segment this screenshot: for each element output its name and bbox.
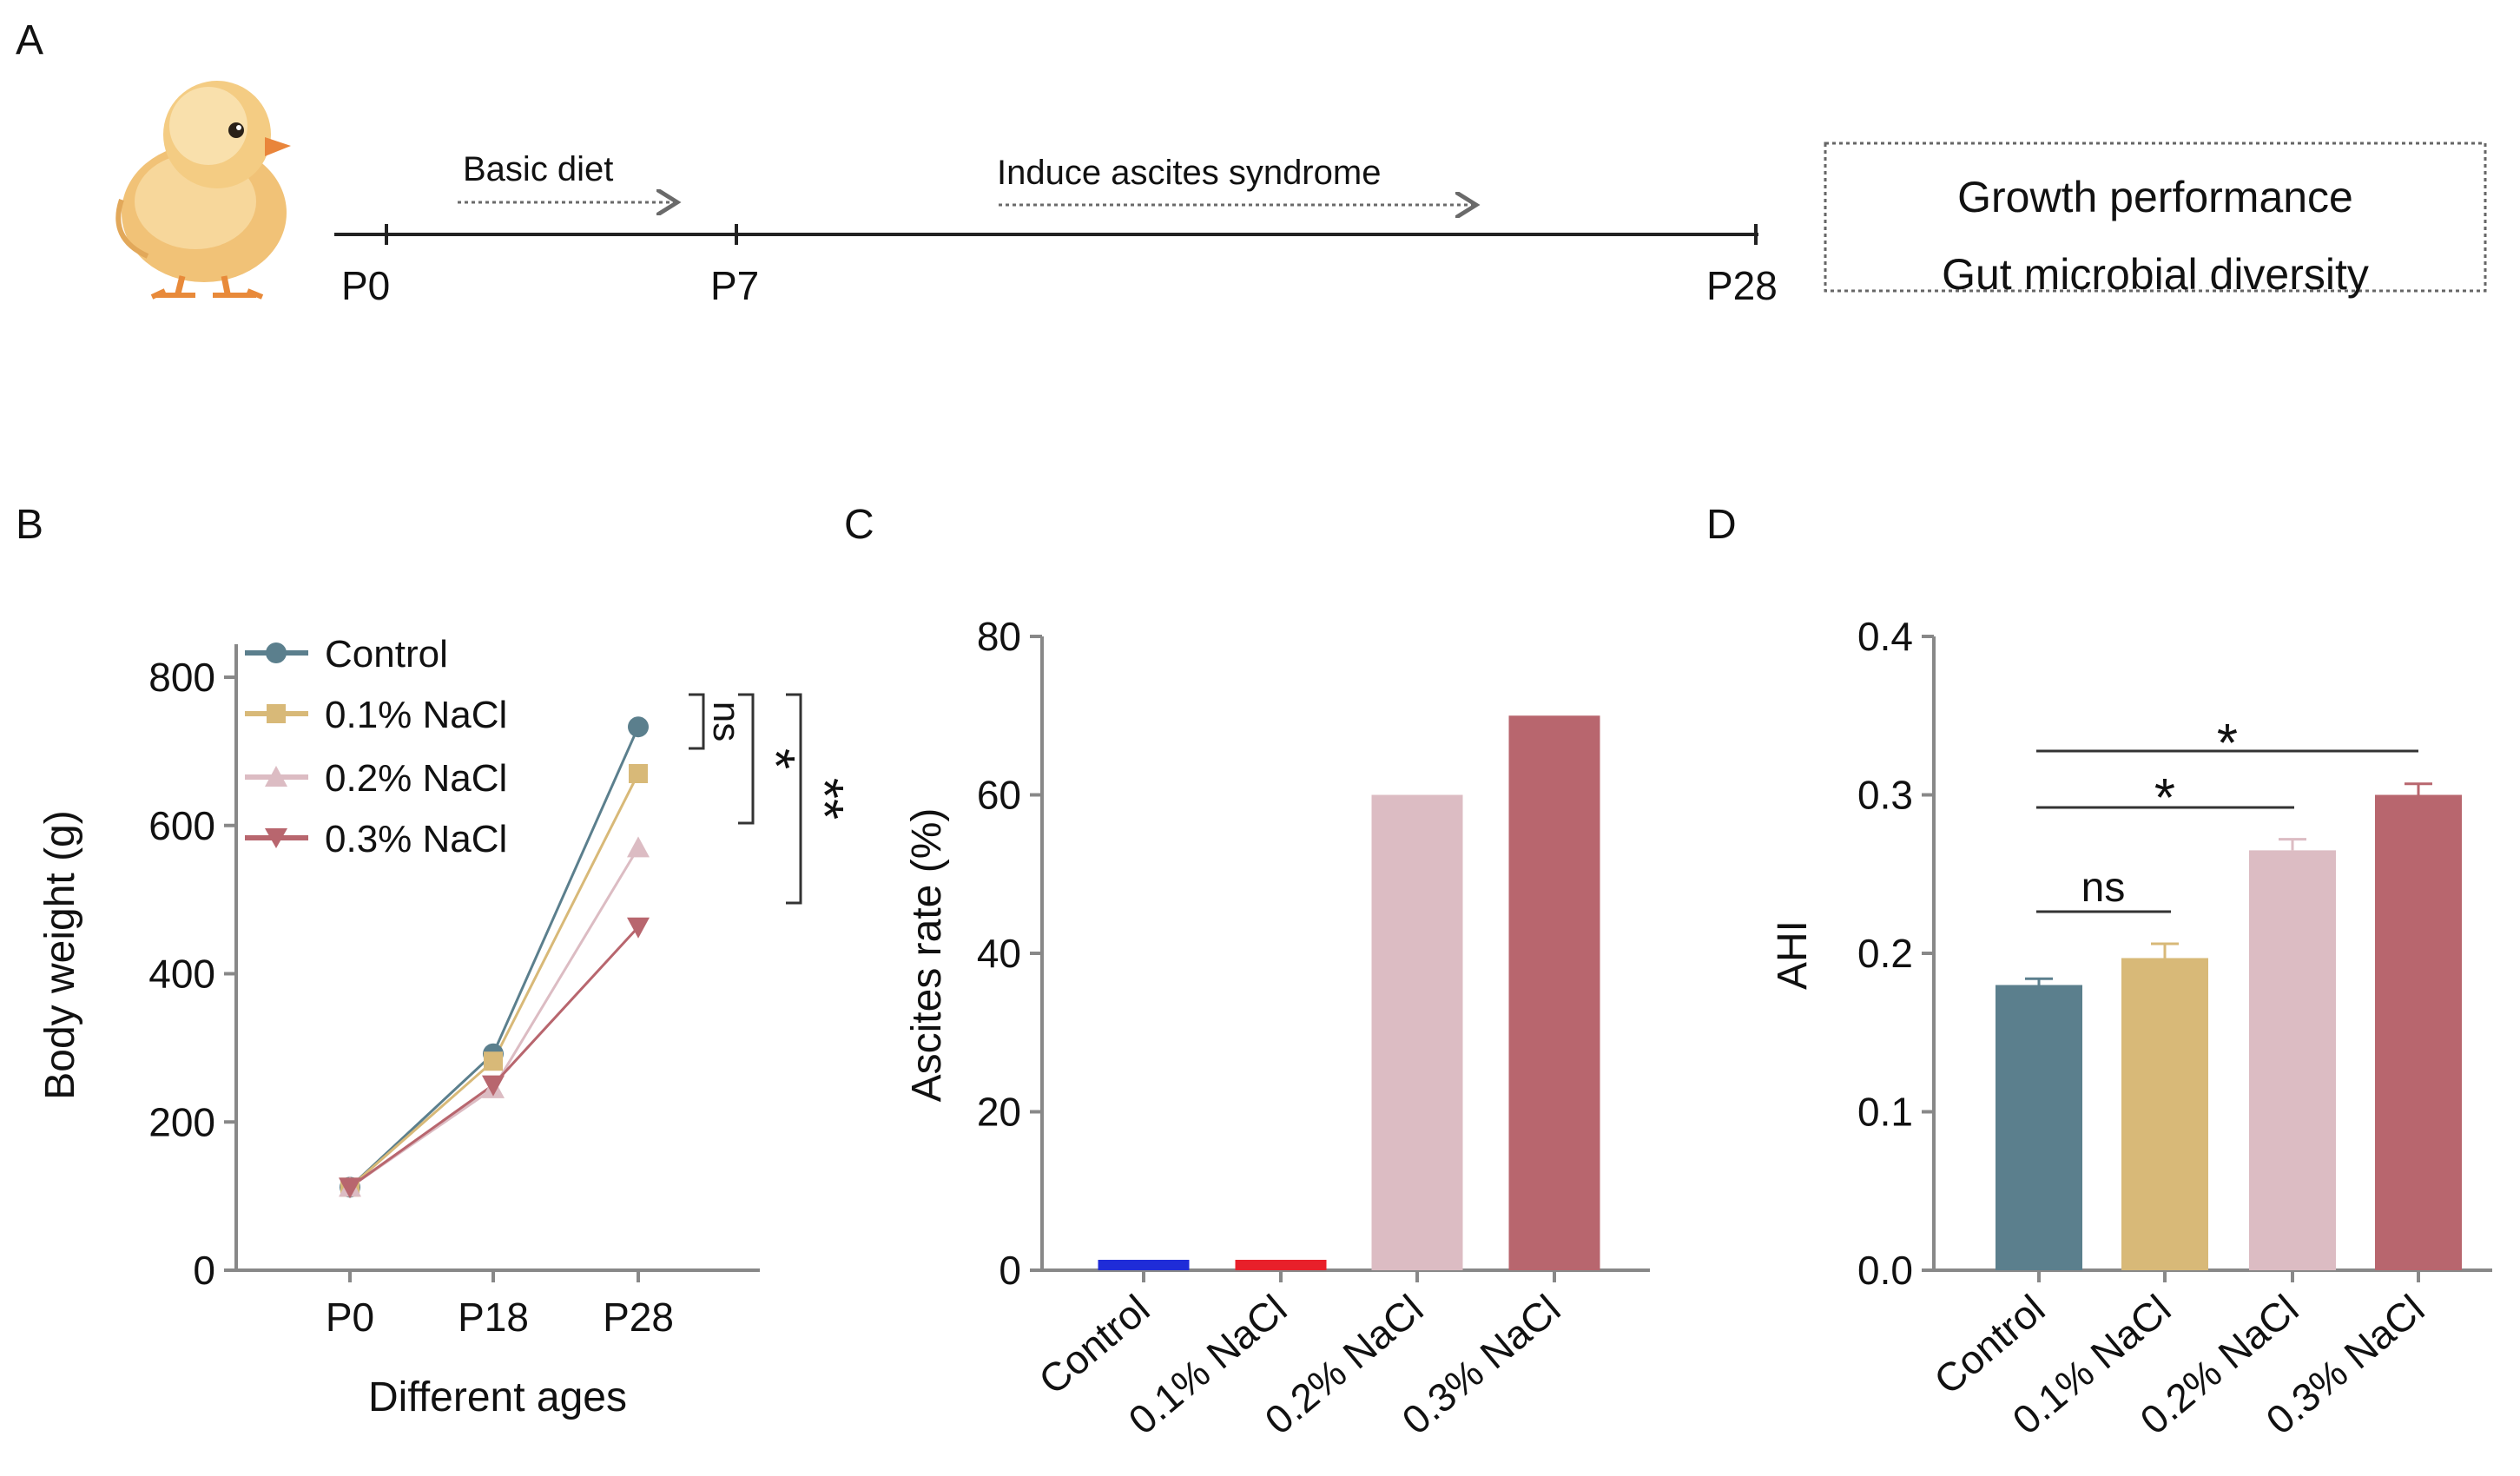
panel-d-significance: ns * * — [2036, 714, 2418, 913]
panel-b-point-0-2-nacl-p28 — [627, 836, 650, 858]
panel-a-letter: A — [16, 17, 43, 63]
panel-c-y-tick-label: 40 — [977, 931, 1021, 976]
legend-item-nacl-01: 0.1% NaCl — [245, 694, 507, 736]
panel-b-annotation-single-star: * — [745, 748, 805, 769]
panel-b-point-0-3-nacl-p18 — [482, 1075, 505, 1097]
panel-b-point-0-1-nacl-p18 — [484, 1051, 503, 1071]
panel-b-bracket-ns — [689, 693, 705, 750]
panel-b-annotation-double-star: ** — [794, 778, 854, 820]
panel-b-y-ticks: 0 200 400 600 800 — [148, 655, 236, 1293]
panel-d-y-tick-label: 0.4 — [1857, 614, 1913, 659]
timeline-label-p0: P0 — [341, 263, 390, 308]
timeline-label-p7: P7 — [710, 263, 759, 308]
panel-d-annotation-star-03: * — [2217, 714, 2238, 774]
outcome-growth-performance: Growth performance — [1957, 173, 2353, 221]
chick-illustration — [115, 81, 291, 300]
panel-b-point-0-1-nacl-p28 — [629, 763, 648, 783]
panel-c-letter: C — [844, 502, 874, 548]
panel-b-bracket-single-star — [738, 693, 755, 825]
panel-c-x-tick-label: Control — [1030, 1286, 1158, 1403]
panel-c-y-tick-label: 80 — [977, 614, 1021, 659]
panel-b-x-tick-label: P18 — [458, 1295, 529, 1340]
panel-b-annotation-ns: ns — [705, 702, 748, 741]
panel-d-y-tick-label: 0.0 — [1857, 1248, 1913, 1293]
panel-b-x-tick-label: P0 — [326, 1295, 374, 1340]
panel-b-x-ticks: P0 P18 P28 — [326, 1270, 674, 1340]
panel-d-bars — [1996, 794, 2462, 1270]
legend-label-nacl-02: 0.2% NaCl — [325, 757, 507, 800]
phase-basic-diet: Basic diet — [463, 150, 613, 188]
panel-d-annotation-ns: ns — [2081, 865, 2126, 911]
panel-b-line-0-2-nacl — [349, 847, 640, 1189]
panel-c-y-tick-label: 60 — [977, 773, 1021, 818]
panel-d-annotation-star-02: * — [2154, 768, 2175, 828]
panel-b-y-tick-label: 400 — [148, 952, 215, 997]
panel-b-bracket-double-star — [786, 693, 802, 905]
panel-a: A P0 P7 P28 Basic diet Induce ascites sy… — [16, 17, 2487, 308]
panel-d-bar-control — [1996, 985, 2082, 1270]
panel-d-y-tick-label: 0.3 — [1857, 773, 1913, 818]
panel-c-y-axis-label: Ascites rate (%) — [904, 808, 950, 1103]
panel-b-y-axis-label: Body weight (g) — [37, 810, 83, 1100]
panel-b-x-tick-label: P28 — [603, 1295, 674, 1340]
outcome-box — [1824, 142, 2487, 293]
legend-item-control: Control — [245, 633, 448, 675]
panel-b-point-control-p28 — [628, 716, 649, 738]
phase-induce-ascites: Induce ascites syndrome — [997, 154, 1381, 192]
panel-b-point-0-3-nacl-p28 — [627, 917, 650, 939]
panel-d-error-bars — [2025, 782, 2432, 985]
legend-marker-nacl-03 — [265, 828, 287, 848]
panel-b-letter: B — [16, 502, 43, 548]
legend-marker-nacl-02 — [265, 766, 287, 787]
panel-d-bar-0-1-nacl — [2121, 958, 2208, 1270]
panel-c-y-tick-label: 0 — [999, 1248, 1021, 1293]
panel-d-letter: D — [1706, 502, 1737, 548]
panel-d-y-ticks: 0.0 0.1 0.2 0.3 0.4 — [1857, 614, 1934, 1293]
panel-c-bars — [1098, 715, 1600, 1270]
panel-b: B 0 200 400 600 800 P0 P18 P28 Body weight (g)… — [16, 502, 854, 1420]
legend-label-nacl-01: 0.1% NaCl — [325, 694, 507, 736]
panel-c-bar-0-2-nacl — [1371, 794, 1463, 1270]
panel-b-series-markers — [339, 716, 650, 1199]
panel-b-x-axis-label: Different ages — [368, 1374, 627, 1420]
legend-label-control: Control — [325, 633, 448, 675]
panel-d-y-tick-label: 0.2 — [1857, 931, 1913, 976]
panel-c-bar-0-3-nacl — [1508, 715, 1600, 1270]
timeline-label-p28: P28 — [1706, 263, 1778, 308]
legend-marker-nacl-01 — [267, 704, 286, 723]
panel-b-significance: ns * ** — [689, 693, 854, 905]
panel-b-point-0-3-nacl-p0 — [339, 1177, 361, 1199]
panel-d-y-axis-label: AHI — [1770, 920, 1816, 990]
panel-b-axes — [234, 644, 760, 1272]
legend-item-nacl-03: 0.3% NaCl — [245, 818, 507, 860]
panel-b-legend: Control 0.1% NaCl 0.2% NaCl 0.3% NaCl — [245, 633, 507, 860]
panel-c-bar-0-1-nacl — [1235, 1260, 1327, 1270]
panel-b-y-tick-label: 200 — [148, 1099, 215, 1144]
outcome-gut-microbial-diversity: Gut microbial diversity — [1942, 250, 2369, 299]
panel-c-y-ticks: 0 20 40 60 80 — [977, 614, 1042, 1293]
legend-label-nacl-03: 0.3% NaCl — [325, 818, 507, 860]
panel-b-y-tick-label: 0 — [193, 1248, 215, 1293]
panel-d-bar-0-3-nacl — [2375, 794, 2462, 1270]
legend-item-nacl-02: 0.2% NaCl — [245, 757, 507, 800]
panel-d-bar-0-2-nacl — [2249, 850, 2336, 1270]
panel-c-bar-control — [1098, 1260, 1190, 1270]
legend-marker-control — [266, 642, 287, 663]
panel-b-y-tick-label: 800 — [148, 655, 215, 700]
panel-b-y-tick-label: 600 — [148, 803, 215, 848]
panel-c-y-tick-label: 20 — [977, 1090, 1021, 1135]
panel-d-y-tick-label: 0.1 — [1857, 1090, 1913, 1135]
